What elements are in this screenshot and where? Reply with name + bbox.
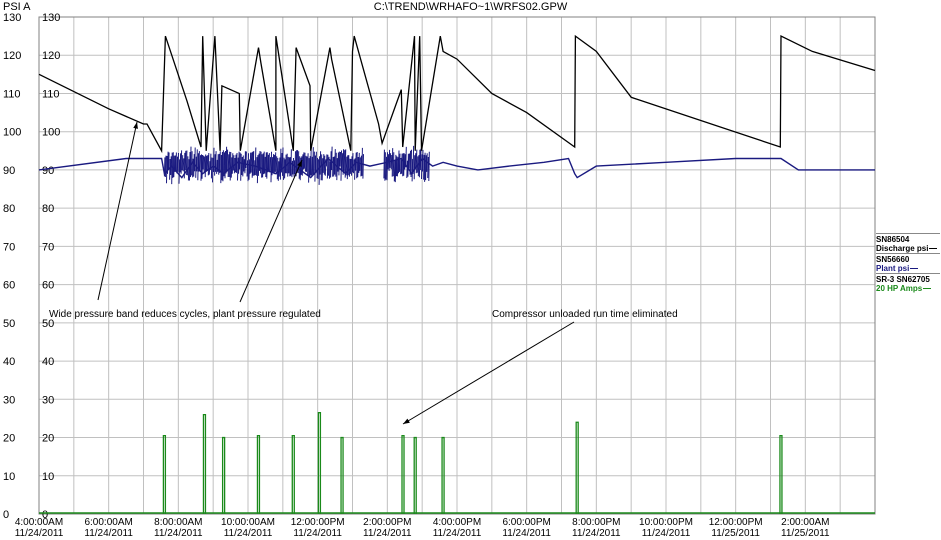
x-tick-time-label: 4:00:00PM — [433, 517, 481, 528]
x-tick-date-label: 11/24/2011 — [224, 528, 273, 539]
y-tick-label-inner: 100 — [42, 127, 60, 139]
y-tick-label-inner: 80 — [42, 203, 54, 215]
arrow-unloaded — [403, 322, 574, 424]
x-tick-time-label: 4:00:00AM — [15, 517, 63, 528]
legend-id-amps: SR-3 SN62705 — [876, 273, 940, 284]
x-tick-time-label: 10:00:00AM — [221, 517, 275, 528]
x-tick-time-label: 6:00:00PM — [502, 517, 550, 528]
x-tick-date-label: 11/25/2011 — [781, 528, 830, 539]
legend-label-discharge: Discharge psi — [876, 244, 928, 253]
y-tick-label: 80 — [3, 203, 15, 215]
legend-label-amps: 20 HP Amps — [876, 284, 922, 293]
amps-spike — [780, 436, 782, 514]
y-tick-label-inner: 70 — [42, 241, 54, 253]
legend-entry-amps[interactable]: 20 HP Amps — [876, 284, 940, 293]
arrow-unloaded-head — [403, 419, 410, 424]
annotation-unloaded: Compressor unloaded run time eliminated — [492, 309, 678, 320]
y-tick-label: 90 — [3, 165, 15, 177]
legend-swatch-amps — [923, 288, 931, 289]
legend-swatch-discharge — [929, 248, 937, 249]
y-tick-label: 0 — [3, 509, 9, 521]
y-tick-label-inner: 30 — [42, 394, 54, 406]
y-tick-label: 20 — [3, 433, 15, 445]
legend: SN86504 Discharge psi SN56660 Plant psi … — [876, 233, 940, 293]
amps-spike — [292, 436, 294, 514]
x-tick-date-label: 11/24/2011 — [363, 528, 412, 539]
y-tick-label-inner: 90 — [42, 165, 54, 177]
x-tick-time-label: 12:00:00PM — [291, 517, 345, 528]
x-tick-time-label: 12:00:00PM — [709, 517, 763, 528]
legend-entry-plant[interactable]: Plant psi — [876, 264, 940, 273]
legend-id-discharge: SN86504 — [876, 233, 940, 244]
y-tick-label-inner: 120 — [42, 50, 60, 62]
x-tick-time-label: 6:00:00AM — [84, 517, 132, 528]
x-tick-date-label: 11/24/2011 — [433, 528, 482, 539]
amps-spike — [576, 422, 578, 514]
amps-spike — [318, 413, 320, 514]
x-tick-time-label: 2:00:00AM — [781, 517, 829, 528]
x-tick-time-label: 8:00:00AM — [154, 517, 202, 528]
grid-layer — [39, 17, 875, 514]
y-tick-label-inner: 110 — [42, 88, 60, 100]
y-tick-label: 120 — [3, 50, 21, 62]
x-tick-time-label: 2:00:00PM — [363, 517, 411, 528]
x-tick-date-label: 11/24/2011 — [642, 528, 691, 539]
amps-spike — [203, 415, 205, 514]
y-tick-label: 100 — [3, 127, 21, 139]
legend-id-plant: SN56660 — [876, 253, 940, 264]
y-tick-label: 60 — [3, 280, 15, 292]
annotation-wide-band: Wide pressure band reduces cycles, plant… — [49, 309, 321, 320]
x-tick-date-label: 11/24/2011 — [15, 528, 64, 539]
y-tick-label-inner: 40 — [42, 356, 54, 368]
x-tick-date-label: 11/24/2011 — [154, 528, 203, 539]
y-tick-label: 130 — [3, 12, 21, 24]
y-tick-label: 40 — [3, 356, 15, 368]
x-tick-date-label: 11/24/2011 — [572, 528, 621, 539]
x-tick-date-label: 11/25/2011 — [711, 528, 760, 539]
amps-spike — [402, 436, 404, 514]
legend-label-plant: Plant psi — [876, 264, 909, 273]
y-tick-label-inner: 130 — [42, 12, 60, 24]
amps-spike — [163, 436, 165, 514]
series-noise-plant-psi — [164, 146, 429, 185]
y-tick-label-inner: 20 — [42, 433, 54, 445]
y-tick-label: 30 — [3, 394, 15, 406]
y-tick-label: 10 — [3, 471, 15, 483]
x-tick-date-label: 11/24/2011 — [502, 528, 551, 539]
x-tick-date-label: 11/24/2011 — [84, 528, 133, 539]
y-tick-label: 110 — [3, 88, 21, 100]
arrow-wide-band — [98, 122, 137, 300]
x-tick-date-label: 11/24/2011 — [293, 528, 342, 539]
legend-swatch-plant — [910, 268, 918, 269]
amps-spike — [257, 436, 259, 514]
y-tick-label: 70 — [3, 241, 15, 253]
y-tick-label-inner: 10 — [42, 471, 54, 483]
x-tick-time-label: 8:00:00PM — [572, 517, 620, 528]
y-tick-label-inner: 60 — [42, 280, 54, 292]
x-tick-time-label: 10:00:00PM — [639, 517, 693, 528]
y-tick-label: 50 — [3, 318, 15, 330]
legend-entry-discharge[interactable]: Discharge psi — [876, 244, 940, 253]
